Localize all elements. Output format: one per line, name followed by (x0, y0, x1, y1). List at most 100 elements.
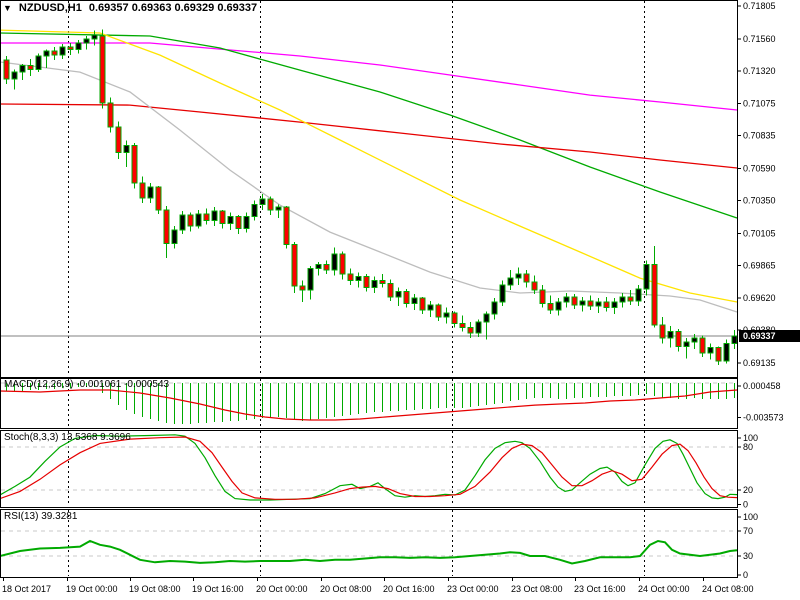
stoch-axis-label: 100 (743, 433, 758, 443)
macd-axis-label: 0.000458 (743, 381, 781, 391)
macd-panel-frame (0, 378, 738, 429)
candle (475, 319, 482, 337)
candle (131, 143, 138, 189)
macd-axis-label: -0.003573 (743, 413, 784, 423)
candle (403, 288, 410, 308)
candle (323, 260, 330, 275)
candle (499, 280, 506, 307)
candle (283, 205, 290, 249)
candle (59, 44, 66, 59)
macd-indicator-label: MACD(12,26,9) -0.001061 -0.000543 (4, 379, 170, 390)
price-axis-label: 0.70590 (743, 163, 776, 173)
candle (219, 209, 226, 229)
time-axis-label: 19 Oct 00:00 (66, 584, 118, 594)
candle (139, 176, 146, 204)
candle (227, 212, 234, 230)
candle (291, 241, 298, 293)
price-axis-label: 0.70105 (743, 228, 776, 238)
candle (467, 322, 474, 339)
current-price-badge: 0.69337 (739, 330, 800, 342)
rsi-axis-label: 0 (743, 570, 748, 580)
candle (443, 307, 450, 324)
candle (251, 200, 258, 221)
price-axis-label: 0.71560 (743, 34, 776, 44)
price-axis-label: 0.71320 (743, 66, 776, 76)
candle (675, 328, 682, 352)
candle (547, 295, 554, 315)
stoch-axis-label: 20 (743, 485, 753, 495)
symbol-timeframe-label: NZDUSD,H1 (18, 2, 82, 14)
candle (667, 326, 674, 348)
time-axis-label: 24 Oct 08:00 (702, 584, 754, 594)
candle (635, 284, 642, 307)
ma-red-line (0, 103, 738, 169)
candle (35, 53, 42, 73)
candle (75, 40, 82, 54)
candle (3, 56, 10, 85)
candle (611, 298, 618, 315)
candle (411, 294, 418, 311)
candle (395, 287, 402, 307)
candle (491, 298, 498, 320)
rsi-axis-label: 30 (743, 551, 753, 561)
candle (435, 303, 442, 321)
candle (555, 298, 562, 316)
stoch-axis-label: 0 (743, 499, 748, 509)
macd-signal-line (0, 389, 738, 421)
candle (123, 140, 130, 168)
rsi-axis-label: 70 (743, 526, 753, 536)
stoch-axis-label: 80 (743, 442, 753, 452)
candle (339, 251, 346, 280)
stoch-panel-frame (0, 430, 738, 508)
price-axis-label: 0.69135 (743, 358, 776, 368)
candle (691, 334, 698, 349)
candle (315, 262, 322, 276)
candle (683, 338, 690, 359)
candle (331, 247, 338, 276)
time-axis-label: 19 Oct 08:00 (129, 584, 181, 594)
stoch-indicator-label: Stoch(8,3,3) 13.5368 9.3696 (4, 432, 131, 443)
candle (659, 316, 666, 344)
rsi-panel-frame (0, 509, 738, 578)
stoch-main-line (0, 434, 738, 501)
candle (115, 121, 122, 160)
candle (275, 204, 282, 218)
candle (99, 29, 106, 109)
candle (627, 290, 634, 305)
price-axis-label: 0.69620 (743, 293, 776, 303)
candle (619, 292, 626, 308)
candle (235, 215, 242, 234)
candle (363, 274, 370, 292)
candle (211, 207, 218, 226)
candle (387, 279, 394, 301)
candle (651, 245, 658, 328)
candle (723, 339, 730, 364)
candle (371, 276, 378, 293)
time-axis-label: 24 Oct 00:00 (638, 584, 690, 594)
candle (355, 272, 362, 288)
candle (267, 196, 274, 216)
candle (707, 343, 714, 360)
candle (19, 64, 26, 81)
rsi-line (0, 539, 738, 565)
candle (699, 335, 706, 357)
candle (91, 30, 98, 46)
candle (643, 260, 650, 296)
candle (67, 42, 74, 55)
price-axis-label: 0.70835 (743, 131, 776, 141)
candle (43, 49, 50, 69)
candle (715, 346, 722, 365)
candle (483, 311, 490, 340)
candle (163, 205, 170, 259)
price-axis-label: 0.69865 (743, 260, 776, 270)
candle (603, 296, 610, 312)
candle (307, 266, 314, 300)
candle (147, 183, 154, 204)
ohlc-readout: 0.69357 0.69363 0.69329 0.69337 (88, 2, 258, 14)
candle (595, 298, 602, 313)
price-axis-label: 0.71075 (743, 99, 776, 109)
candle (459, 315, 466, 332)
candle (579, 296, 586, 312)
stoch-signal-line (0, 436, 738, 500)
